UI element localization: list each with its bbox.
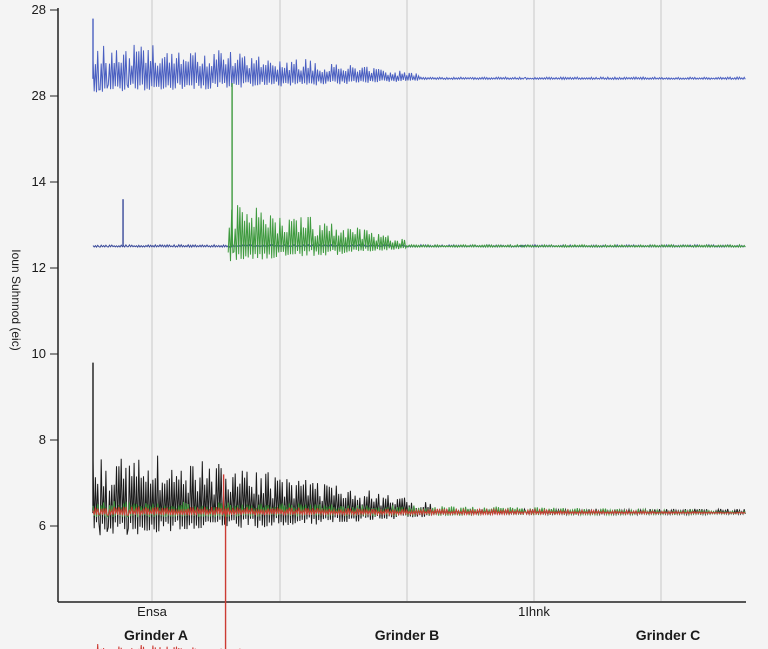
y-tick: 12 — [32, 260, 58, 275]
y-tick: 14 — [32, 174, 58, 189]
series-line-green — [227, 205, 746, 262]
y-tick-label: 14 — [32, 174, 46, 189]
y-tick-label: 10 — [32, 346, 46, 361]
y-axis-title: Ioun Suhnnod (eic) — [9, 249, 23, 350]
y-tick-label: 28 — [32, 88, 46, 103]
x-tick-label: Ensa — [137, 604, 167, 619]
y-tick: 10 — [32, 346, 58, 361]
y-tick: 8 — [39, 432, 58, 447]
series-line-red — [92, 506, 746, 517]
group-label-grinder-b: Grinder B — [375, 627, 440, 643]
y-tick: 28 — [32, 2, 58, 17]
y-tick-label: 6 — [39, 518, 46, 533]
y-tick-label: 8 — [39, 432, 46, 447]
series-layer — [92, 18, 746, 649]
group-label-grinder-a: Grinder A — [124, 627, 188, 643]
y-tick-label: 28 — [32, 2, 46, 17]
y-tick-label: 12 — [32, 260, 46, 275]
x-tick-label: 1Ihnk — [518, 604, 550, 619]
group-label-grinder-c: Grinder C — [636, 627, 701, 643]
y-tick: 6 — [39, 518, 58, 533]
series-line-blue — [92, 44, 746, 93]
y-tick: 28 — [32, 88, 58, 103]
